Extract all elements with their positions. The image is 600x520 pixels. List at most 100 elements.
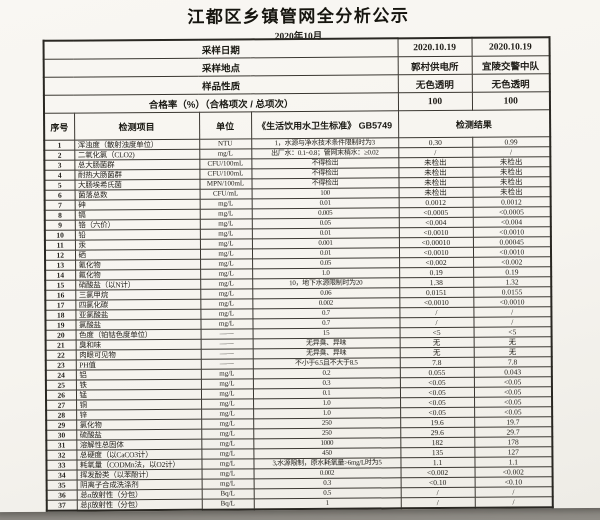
cell-result1: / [400, 497, 475, 509]
cell-seq: 34 [46, 470, 77, 481]
cell-result1: <0.05 [400, 407, 475, 418]
cell-result2: 未检出 [472, 186, 551, 198]
cell-unit: mg/L [200, 258, 253, 270]
cell-result1: <0.004 [398, 217, 473, 228]
cell-seq: 28 [46, 410, 77, 421]
cell-seq: 16 [45, 290, 76, 301]
cell-result2: 无 [473, 336, 552, 348]
sample-info-section: 采样日期 2020.10.19 2020.10.19 采样地点 郭村供电所 宜陵交警中队样… [43, 37, 551, 114]
cell-result1: 0.055 [399, 367, 474, 378]
cell-seq: 20 [45, 330, 76, 341]
cell-unit: —— [200, 338, 253, 350]
cell-result2: 1.32 [473, 276, 552, 288]
cell-seq: 18 [45, 310, 76, 321]
cell-result2: 29.7 [474, 426, 553, 438]
cell-result1: 7.8 [399, 357, 474, 368]
cell-unit: mg/L [200, 278, 253, 290]
cell-unit: CFU/100mL [199, 158, 252, 170]
cell-unit: mg/L [199, 218, 252, 230]
sample-info-value-2: 100 [471, 91, 551, 111]
sample-info-value-1: 郭村供电所 [397, 56, 472, 75]
cell-result2: / [472, 146, 551, 158]
cell-result1: 19.6 [400, 417, 475, 428]
sample-info-value-1: 100 [397, 92, 473, 111]
cell-result2: 未检出 [472, 156, 551, 168]
cell-result1: <0.05 [400, 397, 475, 408]
cell-result1: 0.0151 [399, 287, 474, 298]
cell-result1: 未检出 [398, 187, 473, 198]
cell-unit: CFU/mL [199, 188, 252, 200]
cell-unit: mg/L [201, 458, 254, 470]
cell-result1: <0.0010 [398, 247, 474, 258]
page-title: 江都区乡镇管网全分析公示 [187, 6, 410, 27]
cell-unit: mg/L [201, 418, 254, 430]
cell-result1: 1.1 [400, 457, 475, 468]
cell-seq: 24 [45, 370, 76, 381]
cell-result2: <0.0010 [473, 296, 552, 308]
cell-result2: <0.0010 [472, 246, 552, 258]
cell-seq: 14 [45, 270, 76, 281]
cell-seq: 6 [44, 190, 75, 201]
cell-result1: 29.6 [400, 427, 475, 438]
cell-result2: 未检出 [472, 166, 551, 178]
cell-result1: <0.002 [400, 467, 475, 478]
sample-info-value-1: 无色透明 [397, 74, 472, 93]
cell-seq: 22 [45, 350, 76, 361]
cell-result1: <0.002 [399, 257, 474, 268]
cell-seq: 11 [44, 240, 75, 251]
cell-seq: 15 [45, 280, 76, 291]
cell-result1: 未检出 [398, 177, 473, 188]
cell-seq: 32 [46, 450, 77, 461]
cell-result1: <0.0005 [398, 207, 473, 218]
cell-result2: 7.8 [473, 356, 552, 368]
cell-item: 总β放射性（分包） [76, 499, 202, 511]
cell-result2: <0.05 [473, 386, 553, 398]
cell-result2: / [474, 496, 553, 508]
cell-result2: / [473, 316, 552, 328]
cell-seq: 36 [46, 490, 77, 501]
sample-info-value-2: 2020.10.19 [471, 37, 550, 57]
cell-result1: <0.0010 [399, 297, 474, 308]
cell-seq: 19 [45, 320, 76, 331]
cell-seq: 35 [46, 480, 77, 491]
cell-seq: 8 [44, 210, 75, 221]
cell-result1: <0.05 [399, 377, 474, 388]
cell-seq: 31 [46, 440, 77, 451]
cell-result1: 1.38 [399, 277, 474, 288]
cell-result2: <0.002 [473, 256, 552, 268]
cell-result2: 178 [474, 436, 553, 448]
cell-seq: 25 [45, 380, 76, 391]
cell-result2: <5 [473, 326, 552, 338]
cell-result2: 127 [474, 446, 553, 458]
cell-seq: 27 [46, 400, 77, 411]
cell-result2: 未检出 [472, 176, 551, 188]
sample-info-value-1: 2020.10.19 [397, 37, 472, 57]
cell-seq: 17 [45, 300, 76, 311]
cell-result2: 无 [473, 346, 552, 358]
col-header-standard: 《生活饮用水卫生标准》 GB5749 [251, 110, 399, 139]
cell-result1: 无 [399, 347, 474, 358]
cell-result1: 0.19 [399, 267, 474, 278]
cell-unit: mg/L [199, 248, 253, 260]
cell-result1: 0.30 [398, 137, 473, 148]
cell-seq: 1 [44, 140, 75, 151]
col-header-seq: 序号 [44, 113, 75, 141]
cell-seq: 23 [45, 360, 76, 371]
cell-unit: mg/L [200, 388, 254, 400]
cell-result2: 0.00045 [472, 236, 551, 248]
cell-result2: 0.99 [472, 136, 551, 148]
cell-result2: 19.7 [474, 416, 553, 428]
cell-unit: Bq/L [201, 498, 254, 510]
col-header-unit: 单位 [199, 111, 252, 140]
cell-unit: mg/L [200, 308, 253, 320]
sample-info-value-2: 宜陵交警中队 [471, 55, 550, 75]
water-analysis-table: 采样日期 2020.10.19 2020.10.19 采样地点 郭村供电所 宜陵交警中队样… [42, 36, 554, 512]
cell-unit: NTU [199, 138, 252, 150]
cell-result1: <0.0010 [398, 227, 473, 238]
cell-result2: <0.002 [474, 466, 553, 478]
cell-result2: <0.05 [473, 376, 552, 388]
cell-result1: 135 [400, 447, 475, 458]
cell-seq: 21 [45, 340, 76, 351]
